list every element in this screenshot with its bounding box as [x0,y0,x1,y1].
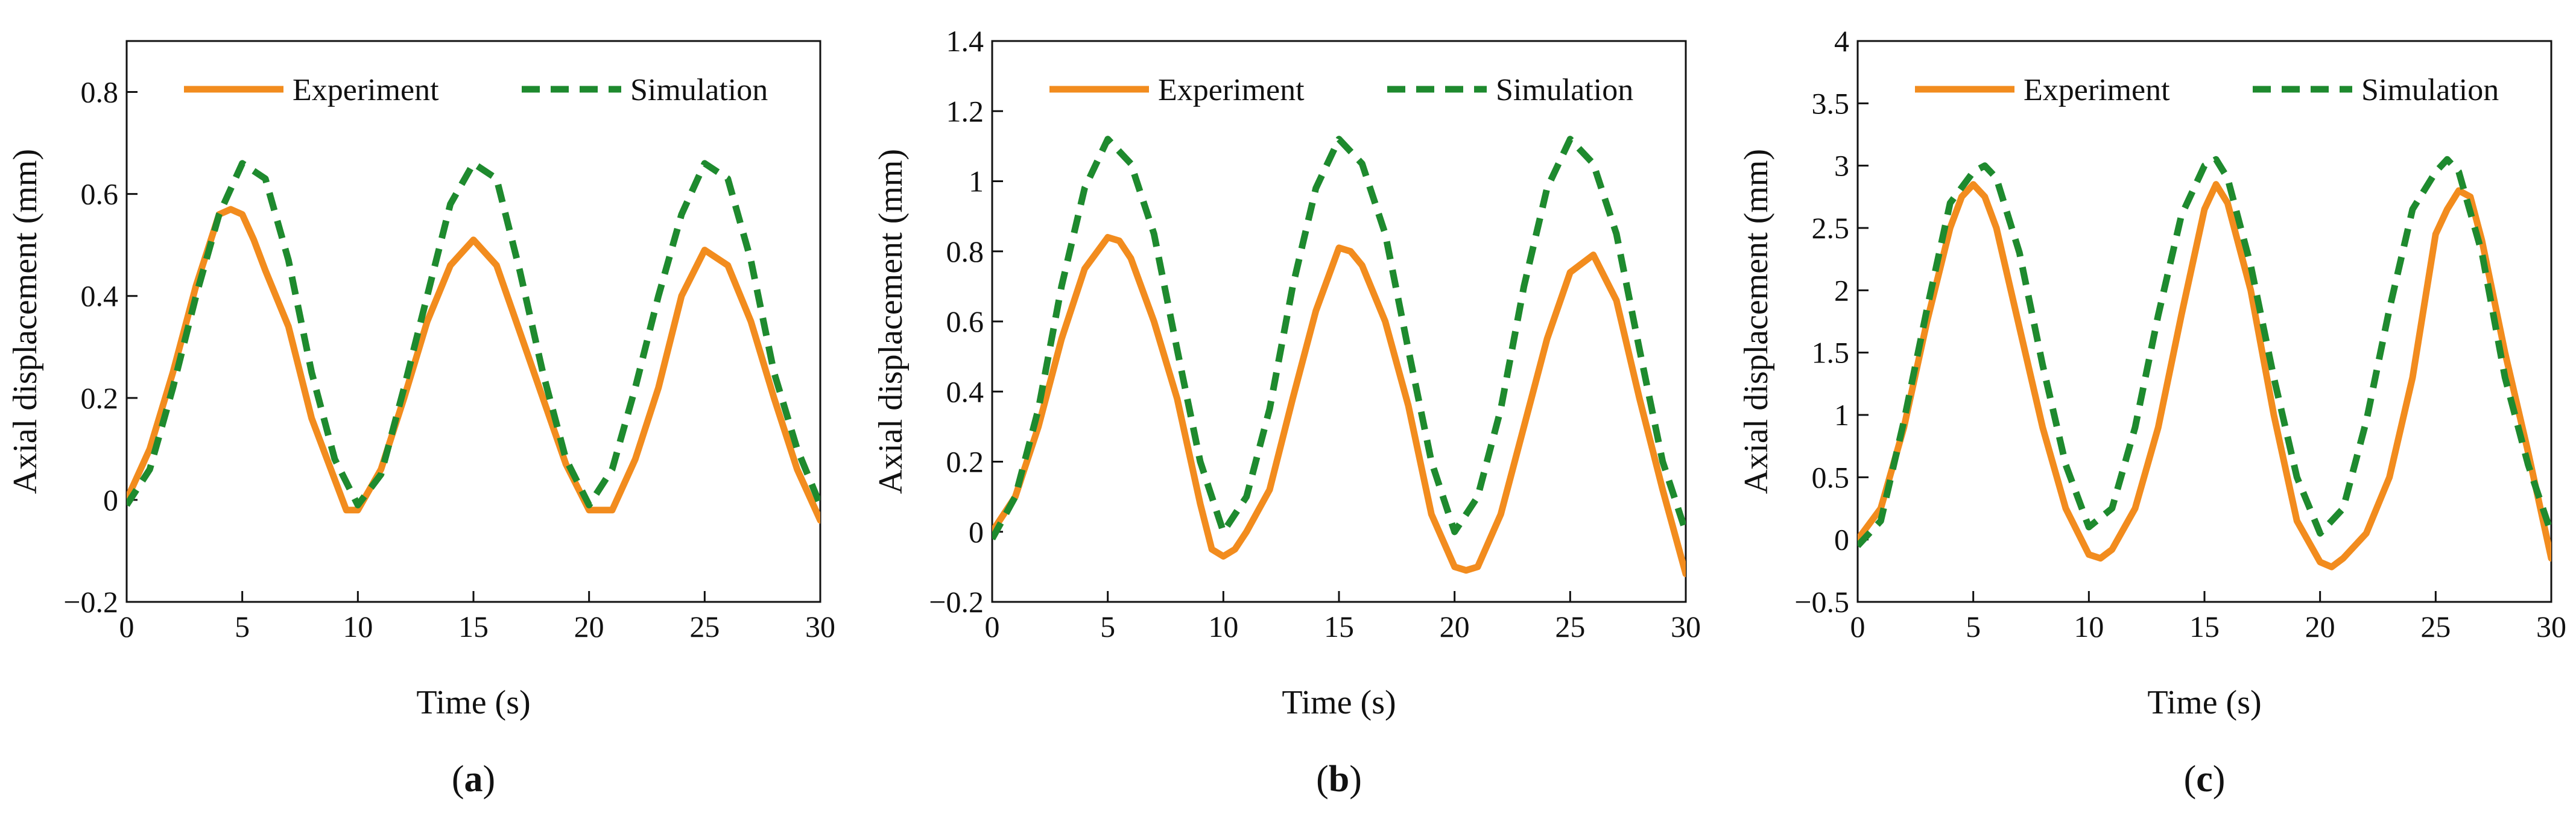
y-tick-label: 0.8 [81,75,119,109]
panel-label: (b) [1316,759,1362,800]
x-tick-label: 10 [1208,610,1238,644]
x-tick-label: 20 [1440,610,1470,644]
y-tick-label: 0.6 [81,177,119,211]
x-tick-label: 10 [2074,610,2104,644]
x-tick-label: 10 [343,610,373,644]
x-axis-title: Time (s) [2147,684,2261,721]
x-tick-label: 0 [119,610,134,644]
y-tick-label: 1.4 [946,24,984,58]
y-tick-label: 0 [969,515,984,549]
legend-label-simulation: Simulation [1496,73,1633,107]
x-tick-label: 15 [2189,610,2220,644]
x-tick-label: 25 [1555,610,1585,644]
y-tick-label: 1.5 [1812,336,1850,370]
panel-label: (c) [2184,759,2226,800]
panel-label: (a) [452,759,495,800]
plot-frame [1856,40,2552,603]
y-tick-label: −0.2 [929,585,984,619]
y-tick-label: 1 [969,165,984,198]
legend-label-experiment: Experiment [1158,73,1305,107]
y-tick-label: 4 [1834,24,1849,58]
y-tick-label: 0.5 [1812,460,1850,494]
plot-frame [991,40,1687,603]
series-line-experiment [1858,181,2551,571]
y-tick-label: 2 [1834,273,1849,307]
legend-label-experiment: Experiment [2024,73,2170,107]
x-tick-label: 30 [2536,610,2566,644]
legend-label-experiment: Experiment [293,73,439,107]
series-line-experiment [127,206,820,524]
chart-panel-b: 0 5 10 15 20 25 30−0.200.20.40.60.811.21.4Time… [872,24,1701,800]
x-tick-label: 30 [805,610,835,644]
x-tick-label: 25 [2420,610,2451,644]
y-tick-label: −0.5 [1794,585,1849,619]
x-tick-label: 20 [574,610,604,644]
y-tick-label: 0.4 [81,279,119,313]
x-axis-title: Time (s) [416,684,530,721]
y-tick-label: 2.5 [1812,211,1850,245]
y-tick-label: −0.2 [63,585,118,619]
y-tick-label: 0 [1834,523,1849,557]
legend: Experiment Simulation [184,73,768,107]
y-tick-label: 1.2 [946,94,984,128]
x-tick-label: 25 [689,610,720,644]
legend-label-simulation: Simulation [2361,73,2499,107]
legend-label-simulation: Simulation [630,73,768,107]
y-axis-title: Axial displacement (mm) [872,149,910,494]
y-tick-label: 0.8 [946,235,984,268]
y-tick-label: 0.2 [946,445,984,479]
x-tick-label: 15 [458,610,489,644]
y-tick-label: 0.6 [946,305,984,338]
y-tick-label: 3 [1834,149,1849,183]
y-tick-label: 1 [1834,398,1849,432]
x-axis-title: Time (s) [1282,684,1396,721]
y-axis-title: Axial displacement (mm) [7,149,44,494]
series-line-experiment [992,234,1686,577]
x-tick-label: 5 [1966,610,1981,644]
series-line-simulation [127,160,820,508]
y-tick-label: 3.5 [1812,86,1850,120]
x-tick-label: 0 [985,610,1000,644]
y-tick-label: 0.2 [81,381,119,415]
x-tick-label: 5 [1100,610,1115,644]
x-tick-label: 15 [1324,610,1354,644]
plot-frame [125,40,821,603]
x-tick-label: 20 [2305,610,2335,644]
legend: Experiment Simulation [1915,73,2499,107]
legend: Experiment Simulation [1049,73,1633,107]
series-line-simulation [1858,156,2551,548]
series-line-simulation [992,136,1686,541]
y-tick-label: 0 [103,483,118,517]
y-axis-title: Axial displacement (mm) [1738,149,1775,494]
x-tick-label: 0 [1850,610,1866,644]
y-tick-label: 0.4 [946,375,984,408]
x-tick-label: 5 [235,610,250,644]
x-tick-label: 30 [1671,610,1701,644]
